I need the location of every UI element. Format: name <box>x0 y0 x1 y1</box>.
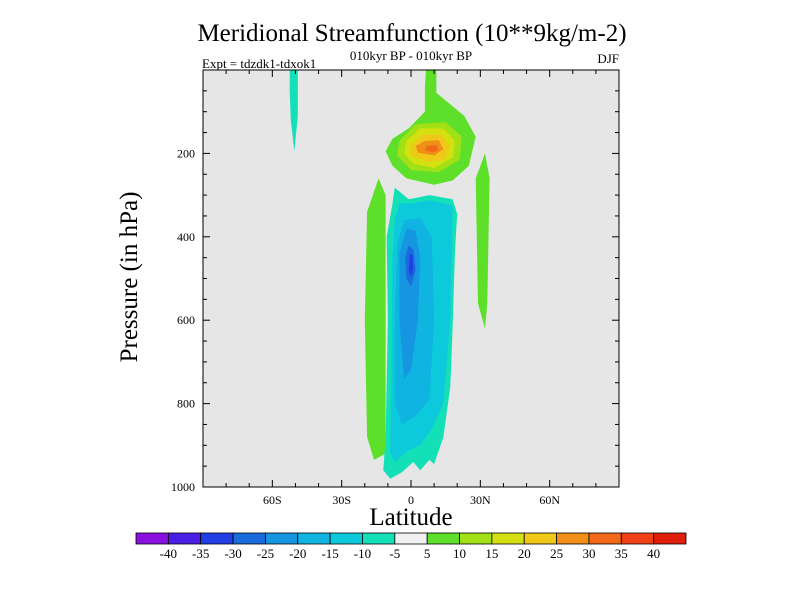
colorbar-label: 5 <box>424 546 431 561</box>
axis-ticks: 60S 30S 0 30N 60N 200 400 600 800 1000 <box>171 70 619 507</box>
x-tick-label: 60N <box>539 493 560 507</box>
chart-subtitle-left: Expt = tdzdk1-tdxok1 <box>202 56 316 71</box>
chart-subtitle-center: 010kyr BP - 010kyr BP <box>350 48 472 63</box>
x-axis-label: Latitude <box>369 504 452 531</box>
y-axis-label: Pressure (in hPa) <box>116 192 143 363</box>
colorbar-label: -10 <box>354 546 371 561</box>
contour-regions <box>289 70 490 479</box>
colorbar-swatch <box>232 532 266 545</box>
colorbar-label: 15 <box>485 546 498 561</box>
colorbar-swatch <box>459 532 493 545</box>
x-tick-label: 30N <box>470 493 491 507</box>
colorbar-label: -25 <box>257 546 274 561</box>
colorbar-swatch <box>394 532 428 545</box>
chart-subtitle-right: DJF <box>597 51 619 66</box>
colorbar-label: 20 <box>518 546 531 561</box>
y-tick-label: 200 <box>177 146 195 160</box>
colorbar-swatch <box>653 532 687 545</box>
colorbar-label: 40 <box>647 546 660 561</box>
contour-positive-band-north <box>475 153 490 329</box>
colorbar-swatch <box>588 532 622 545</box>
y-tick-label: 800 <box>177 397 195 411</box>
colorbar-swatch <box>200 532 234 545</box>
colorbar-swatch <box>297 532 331 545</box>
contour-positive-band-south <box>364 178 386 460</box>
colorbar-swatch <box>491 532 525 545</box>
x-tick-label: 60S <box>263 493 282 507</box>
x-tick-label: 30S <box>332 493 351 507</box>
x-tick-label: 0 <box>408 493 414 507</box>
contour-negative-streak-south-aloft <box>289 70 298 152</box>
colorbar-swatch <box>362 532 396 545</box>
colorbar-label: -30 <box>224 546 241 561</box>
colorbar-label: 25 <box>550 546 563 561</box>
colorbar-swatch <box>265 532 299 545</box>
colorbar-label: -20 <box>289 546 306 561</box>
colorbar-swatch <box>167 532 202 545</box>
colorbar-swatch <box>135 532 169 545</box>
colorbar-swatch <box>523 532 557 545</box>
y-tick-label: 400 <box>177 230 195 244</box>
chart-title: Meridional Streamfunction (10**9kg/m-2) <box>197 20 626 47</box>
colorbar-swatch <box>620 532 655 545</box>
colorbar-label: 35 <box>615 546 628 561</box>
colorbar-swatch <box>329 532 363 545</box>
colorbar-label: 30 <box>582 546 595 561</box>
colorbar-swatch <box>556 532 590 545</box>
colorbar-swatch <box>426 532 460 545</box>
colorbar-label: -40 <box>160 546 177 561</box>
colorbar-label: -15 <box>321 546 338 561</box>
y-tick-label: 600 <box>177 313 195 327</box>
contour-positive-cell-north-core-30 <box>424 145 439 153</box>
y-tick-label: 1000 <box>171 480 195 494</box>
colorbar: -40 -35 -30 -25 -20 -15 -10 -5 5 10 15 20 25 30 35 40 <box>135 532 687 561</box>
contour-negative-cell-main-30 <box>408 253 414 277</box>
colorbar-label: -35 <box>192 546 209 561</box>
colorbar-label: 10 <box>453 546 466 561</box>
colorbar-label: -5 <box>389 546 400 561</box>
